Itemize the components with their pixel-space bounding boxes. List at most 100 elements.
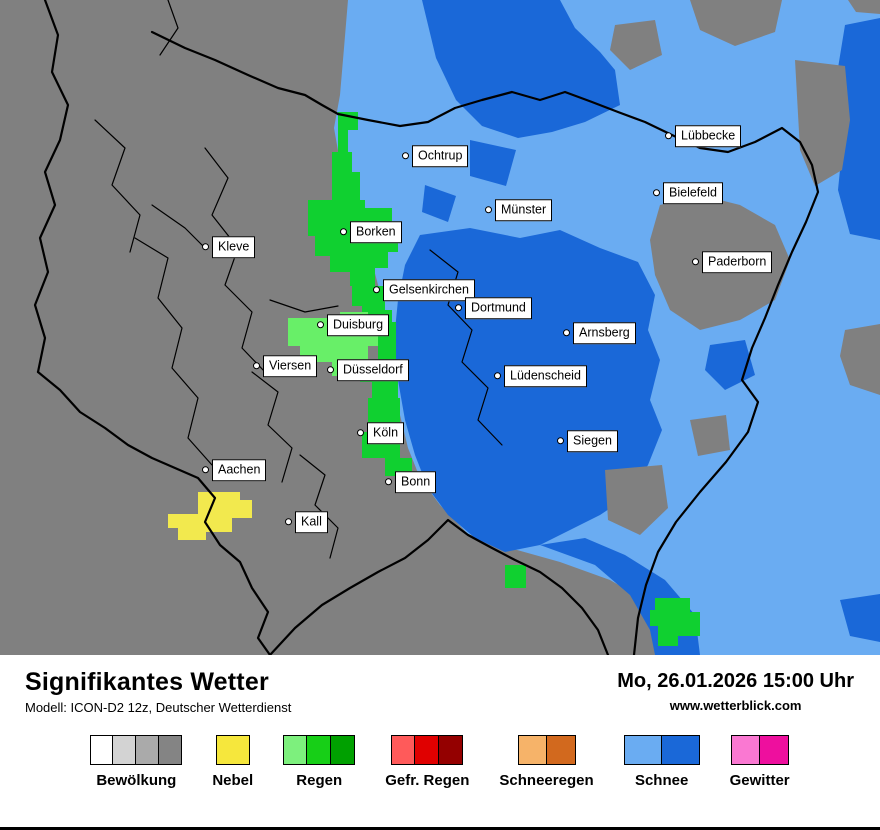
cloud-region [605,465,668,535]
city-dot [202,466,209,474]
title-row: Signifikantes Wetter Modell: ICON-D2 12z… [0,668,880,715]
city-label: Bielefeld [663,182,723,204]
city-marker-kall: Kall [285,511,328,533]
datetime-text: Mo, 26.01.2026 15:00 Uhr [617,670,854,692]
website-text: www.wetterblick.com [669,698,802,713]
city-label: Münster [495,199,553,221]
legend-swatches [90,735,183,765]
border-line [36,370,272,655]
page-title: Signifikantes Wetter [25,668,269,696]
city-label: Aachen [212,459,267,481]
cloud-region [840,324,880,395]
rain-region [338,112,358,152]
snow-dark-region [470,140,516,186]
city-marker-aachen: Aachen [202,459,267,481]
city-label: Lübbecke [675,125,742,147]
cloud-region [848,0,880,14]
legend-swatches [391,735,464,765]
legend-group-schnee: Schnee [623,735,700,789]
city-marker-kleve: Kleve [202,236,256,258]
title-block: Signifikantes Wetter Modell: ICON-D2 12z… [25,668,291,715]
city-dot [253,362,260,370]
city-marker-k-ln: Köln [357,422,405,444]
legend-group-schneeregen: Schneeregen [499,735,594,789]
city-label: Siegen [567,430,618,452]
legend-swatch [730,735,760,765]
legend-group-bewoelkung: Bewölkung [90,735,183,789]
city-label: Duisburg [327,314,390,336]
legend-swatch [113,735,137,765]
city-marker-bonn: Bonn [385,471,437,493]
city-layer: Ochtrup Lübbecke Münster Bielefeld Kleve Bork… [202,125,773,533]
city-marker-d-sseldorf: Düsseldorf [327,359,409,381]
district-border-line [151,204,206,249]
city-marker-l-bbecke: Lübbecke [665,125,742,147]
city-label: Ochtrup [412,145,469,167]
city-dot [557,437,564,445]
border-line [33,0,70,374]
legend-label: Gewitter [729,772,790,789]
city-dot [327,366,334,374]
district-border-line [94,119,141,253]
city-marker-duisburg: Duisburg [317,314,390,336]
legend-swatch [283,735,308,765]
city-label: Gelsenkirchen [383,279,475,301]
legend-swatch [90,735,114,765]
snow-dark-region [838,18,880,240]
city-marker-dortmund: Dortmund [455,297,532,319]
district-border-line [134,237,213,466]
city-dot [653,189,660,197]
legend-label: Schnee [634,772,689,789]
legend-swatch [546,735,576,765]
legend-swatches [283,735,356,765]
district-border-line [299,454,339,559]
district-border-line [269,299,339,313]
city-marker-l-denscheid: Lüdenscheid [494,365,587,387]
border-line [150,30,340,116]
city-marker-m-nster: Münster [485,199,553,221]
cloud-region [690,415,730,456]
legend-swatches [215,735,250,765]
city-marker-arnsberg: Arnsberg [563,322,636,344]
district-border-line [204,147,266,373]
city-label: Viersen [263,355,318,377]
city-dot [357,429,364,437]
district-border-line [159,0,179,56]
city-label: Arnsberg [573,322,636,344]
rain-region [332,152,360,204]
cloud-region [690,0,782,46]
city-dot [385,478,392,486]
fog-region [168,492,252,540]
city-label: Bonn [395,471,437,493]
snow-dark-region [422,185,456,222]
legend-swatch [759,735,789,765]
district-border-line [251,371,293,483]
city-dot [494,372,501,380]
city-marker-siegen: Siegen [557,430,618,452]
city-marker-bielefeld: Bielefeld [653,182,723,204]
city-label: Dortmund [465,297,532,319]
legend-swatch [307,735,332,765]
legend-swatch [331,735,356,765]
legend-swatch [215,735,250,765]
legend-label: Gefr. Regen [385,772,470,789]
legend-group-nebel: Nebel [212,735,253,789]
rain-region [650,598,700,646]
legend-swatches [517,735,576,765]
city-marker-paderborn: Paderborn [692,251,773,273]
legend-label: Regen [296,772,343,789]
legend-swatch [391,735,416,765]
city-marker-ochtrup: Ochtrup [402,145,469,167]
legend-swatch [439,735,464,765]
legend-group-gewitter: Gewitter [730,735,790,789]
city-label: Kall [295,511,328,533]
rain-region [505,565,526,588]
city-dot [665,132,672,140]
legend-swatch [623,735,662,765]
legend-swatch [159,735,183,765]
city-dot [202,243,209,251]
legend-label: Nebel [212,772,254,789]
district-border-line [429,249,503,446]
legend-swatches [730,735,789,765]
